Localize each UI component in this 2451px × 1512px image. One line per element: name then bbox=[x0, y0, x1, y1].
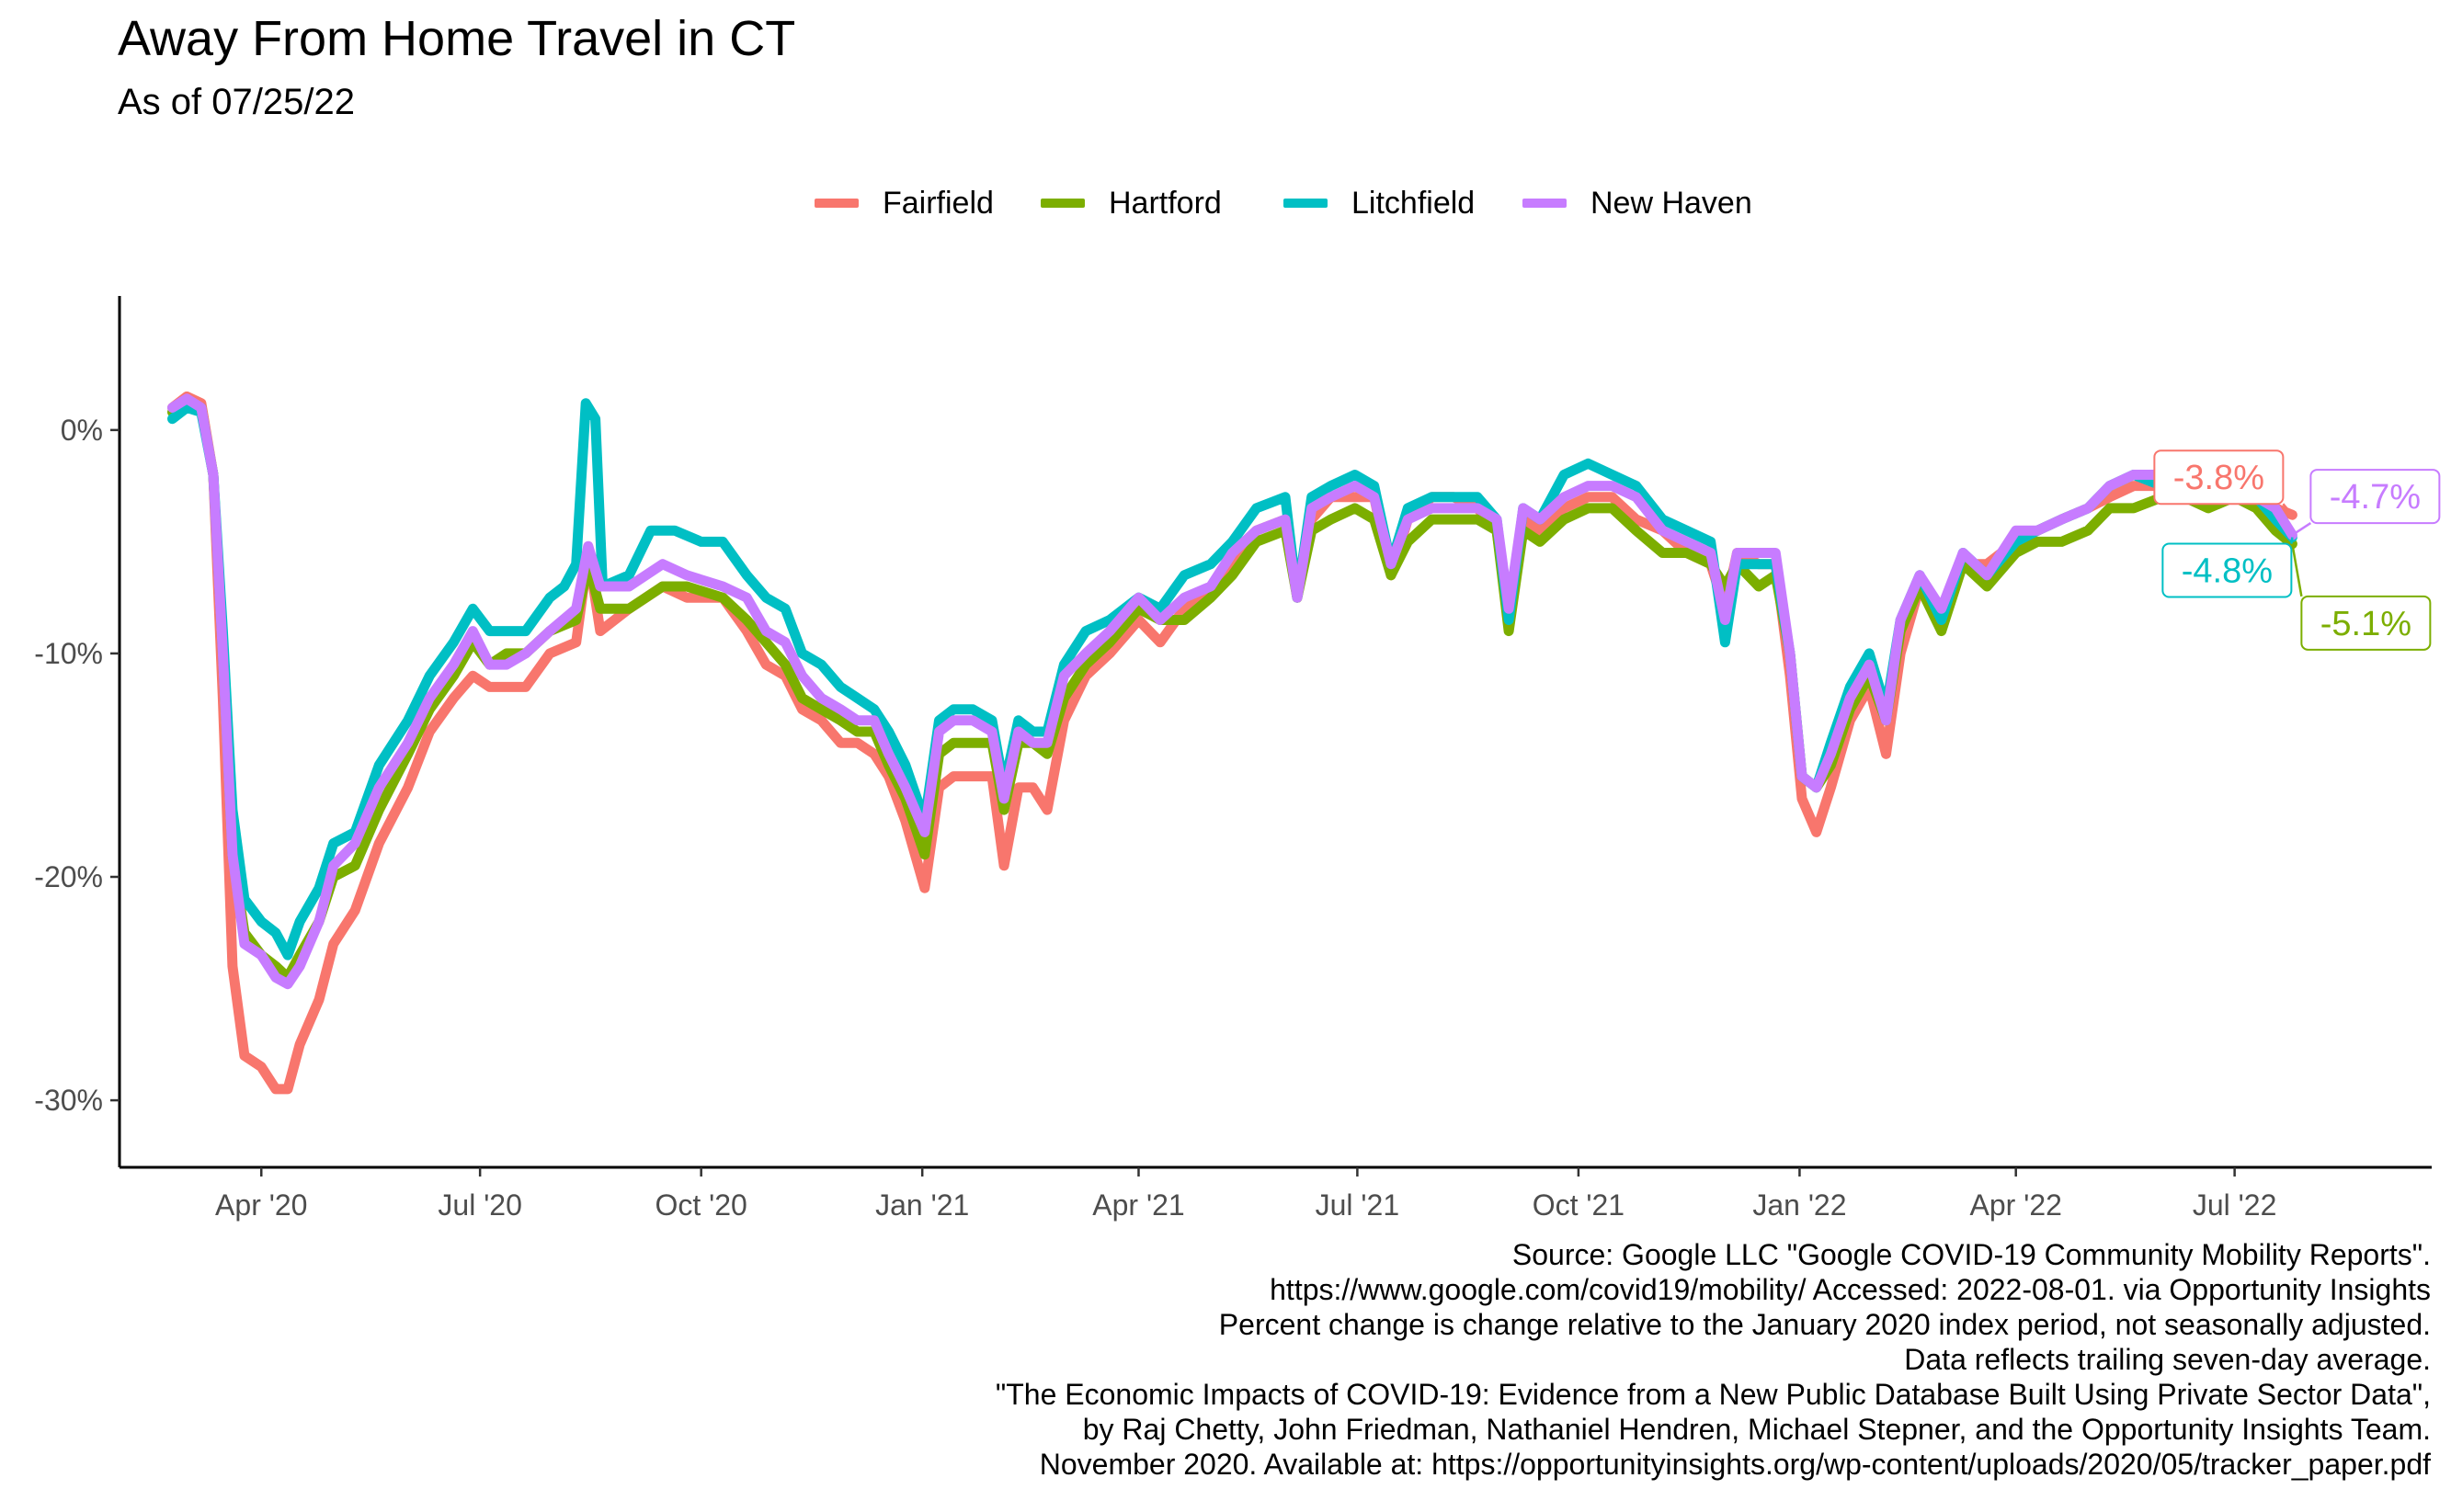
chart-caption: Source: Google LLC "Google COVID-19 Comm… bbox=[996, 1237, 2431, 1482]
y-tick-label: 0% bbox=[61, 414, 103, 447]
end-label-box-fairfield bbox=[2153, 449, 2285, 506]
x-tick-label: Apr '20 bbox=[215, 1188, 307, 1222]
x-tick-label: Jul '22 bbox=[2193, 1188, 2277, 1222]
legend-key-hartford bbox=[1041, 199, 1085, 208]
caption-line: Source: Google LLC "Google COVID-19 Comm… bbox=[1511, 1238, 2431, 1271]
y-tick-label: -10% bbox=[34, 637, 103, 670]
legend-label-litchfield: Litchfield bbox=[1351, 185, 1476, 221]
series-line-fairfield bbox=[167, 391, 2297, 1095]
end-label-connector-fairfield bbox=[2282, 503, 2294, 517]
end-label-box-litchfield bbox=[2161, 542, 2293, 598]
legend-label-fairfield: Fairfield bbox=[883, 185, 994, 221]
axes: 0% -10% -20% -30% Apr '20 Jul '20 Oct '20 Jan '… bbox=[34, 296, 2432, 1222]
caption-line: by Raj Chetty, John Friedman, Nathaniel … bbox=[1082, 1413, 2431, 1446]
caption-line: https://www.google.com/covid19/mobility/… bbox=[1270, 1273, 2431, 1306]
end-label-fairfield: -3.8% bbox=[2173, 459, 2264, 497]
x-tick-label: Apr '21 bbox=[1092, 1188, 1184, 1222]
end-label-hartford: -5.1% bbox=[2320, 605, 2411, 643]
x-tick-label: Jan '21 bbox=[875, 1188, 969, 1222]
legend-key-litchfield bbox=[1283, 199, 1328, 208]
legend-item-fairfield: Fairfield bbox=[815, 180, 994, 226]
series-line-new-haven bbox=[167, 393, 2297, 990]
line-chart: 0% -10% -20% -30% Apr '20 Jul '20 Oct '20 Jan '… bbox=[34, 296, 2441, 1222]
series-layer bbox=[167, 391, 2297, 1095]
caption-line: Percent change is change relative to the… bbox=[1218, 1308, 2431, 1341]
x-tick-label: Jul '20 bbox=[438, 1188, 522, 1222]
caption-line: November 2020. Available at: https://opp… bbox=[1039, 1448, 2431, 1481]
series-line-litchfield bbox=[167, 398, 2297, 961]
legend-item-new-haven: New Haven bbox=[1522, 180, 1752, 226]
x-tick-label: Jul '21 bbox=[1316, 1188, 1400, 1222]
caption-line: "The Economic Impacts of COVID-19: Evide… bbox=[995, 1378, 2431, 1411]
legend-item-litchfield: Litchfield bbox=[1283, 180, 1475, 226]
legend-key-fairfield bbox=[815, 199, 859, 208]
end-label-new-haven: -4.7% bbox=[2330, 478, 2421, 517]
x-tick-label: Apr '22 bbox=[1970, 1188, 2062, 1222]
end-label-box-new-haven bbox=[2309, 469, 2441, 525]
x-tick-label: Oct '20 bbox=[655, 1188, 747, 1222]
y-tick-label: -20% bbox=[34, 860, 103, 893]
legend-item-hartford: Hartford bbox=[1041, 180, 1222, 226]
end-label-box-hartford bbox=[2300, 595, 2432, 651]
chart-title: Away From Home Travel in CT bbox=[118, 11, 796, 66]
end-label-litchfield: -4.8% bbox=[2182, 552, 2273, 591]
y-tick-label: -30% bbox=[34, 1084, 103, 1117]
legend-label-new-haven: New Haven bbox=[1590, 185, 1752, 221]
legend-label-hartford: Hartford bbox=[1109, 185, 1222, 221]
caption-line: Data reflects trailing seven-day average… bbox=[1904, 1343, 2431, 1376]
end-label-connector-litchfield bbox=[2290, 537, 2294, 544]
legend: Fairfield Hartford Litchfield New Haven bbox=[0, 180, 2451, 226]
x-tick-label: Oct '21 bbox=[1533, 1188, 1624, 1222]
end-label-connector-hartford bbox=[2291, 543, 2303, 597]
end-labels: -3.8% -5.1% -4.8% -4.7% bbox=[2153, 449, 2441, 651]
x-tick-label: Jan '22 bbox=[1752, 1188, 1846, 1222]
legend-key-new-haven bbox=[1522, 199, 1567, 208]
end-label-connector-new-haven bbox=[2291, 522, 2312, 537]
chart-subtitle: As of 07/25/22 bbox=[118, 82, 355, 122]
